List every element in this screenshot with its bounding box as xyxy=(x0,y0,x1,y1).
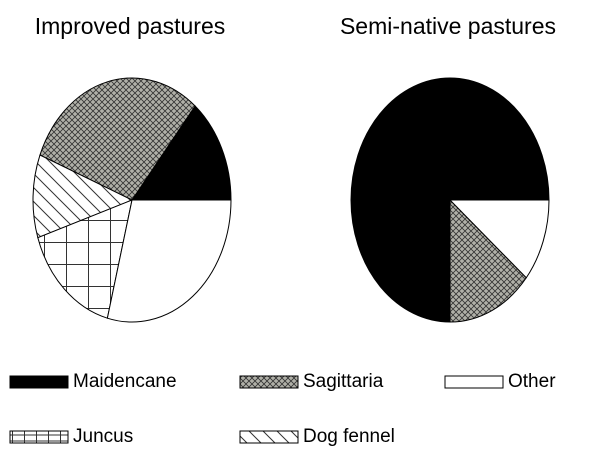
pie-slice xyxy=(448,199,550,279)
chart-title: Improved pastures xyxy=(35,13,225,39)
legend-label: Sagittaria xyxy=(303,371,384,392)
legend-label: Juncus xyxy=(73,426,133,447)
pie-slice xyxy=(131,105,232,201)
legend-swatch xyxy=(9,375,69,389)
legend-label: Other xyxy=(508,371,556,392)
pie-slice xyxy=(32,154,134,239)
legend-swatch xyxy=(9,430,69,444)
legend-label: Dog fennel xyxy=(303,426,395,447)
pie-slice xyxy=(449,198,527,323)
pie-slice xyxy=(37,199,133,319)
legend-swatch xyxy=(239,430,299,444)
legend-swatch xyxy=(444,375,504,389)
chart-title: Semi-native pastures xyxy=(340,13,556,39)
pie-slice xyxy=(106,199,232,323)
pie-slice xyxy=(39,77,196,201)
legend-swatch xyxy=(239,375,299,389)
legend-label: Maidencane xyxy=(73,371,177,392)
